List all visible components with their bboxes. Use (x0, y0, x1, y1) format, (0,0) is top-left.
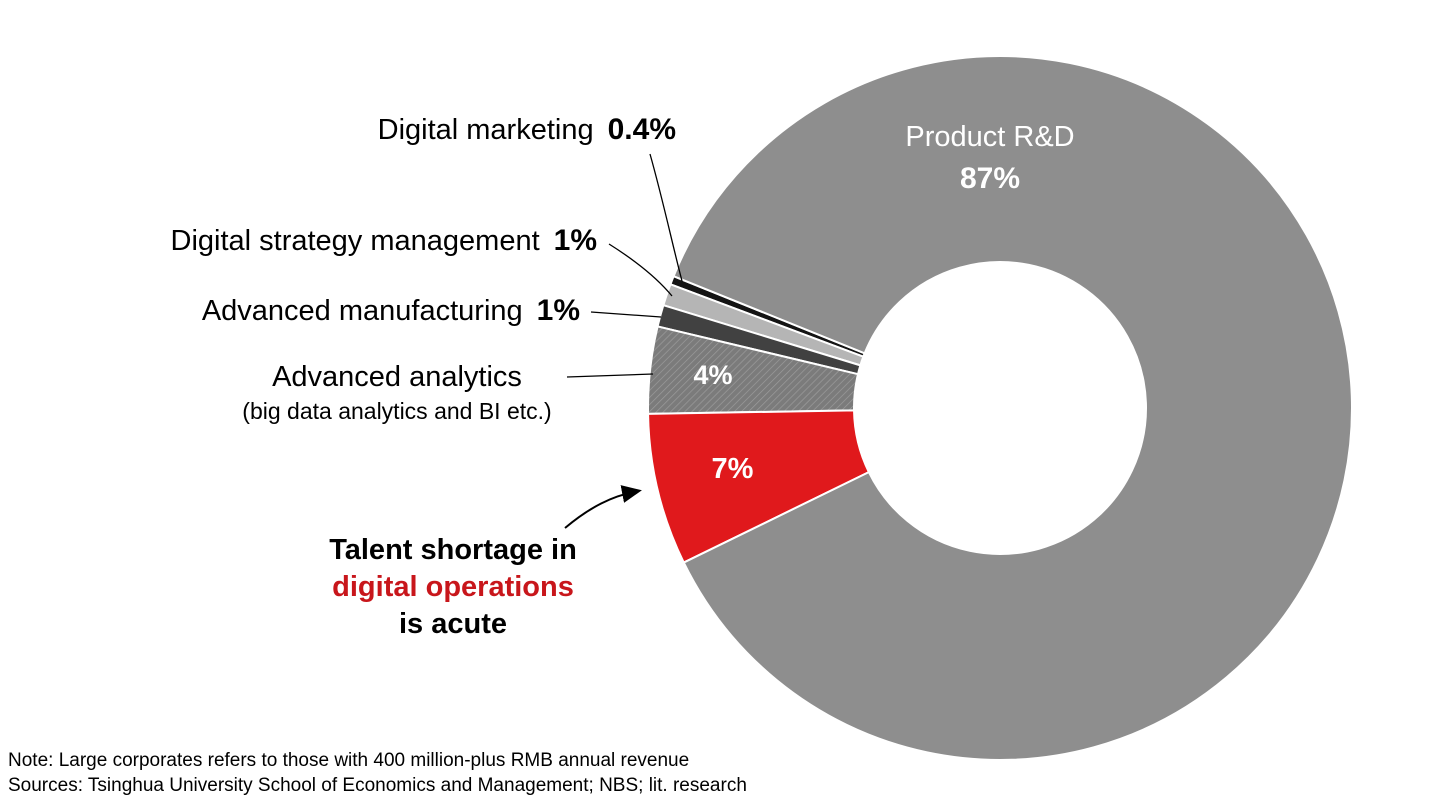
label-advanced-manufacturing: Advanced manufacturing 1% (202, 294, 580, 328)
label-digital-marketing-text: Digital marketing (377, 114, 594, 146)
annotation-talent-shortage: Talent shortage in digital operations is… (308, 532, 598, 643)
leader-line-digital-marketing (649, 153, 683, 282)
slice-product-r-d (672, 55, 1353, 761)
leader-line-advanced-manufacturing (590, 311, 662, 318)
annotation-line1: Talent shortage in (329, 534, 577, 566)
leader-lines (566, 153, 683, 378)
slice-label-product-rd: Product R&D 87% (870, 120, 1110, 196)
label-advanced-analytics-sub: (big data analytics and BI etc.) (242, 398, 552, 424)
footnote-note: Note: Large corporates refers to those w… (8, 750, 690, 771)
slice-label-product-rd-pct: 87% (959, 162, 1021, 195)
label-digital-marketing: Digital marketing 0.4% (378, 113, 676, 147)
annotation-arrow (564, 485, 642, 529)
label-digital-strategy-pct: 1% (553, 224, 597, 257)
slice-label-advanced-analytics-pct: 4% (693, 360, 733, 390)
footnotes: Note: Large corporates refers to those w… (8, 748, 747, 798)
label-digital-marketing-pct: 0.4% (607, 113, 676, 146)
label-advanced-manufacturing-pct: 1% (536, 294, 580, 327)
label-advanced-manufacturing-text: Advanced manufacturing (201, 295, 523, 327)
footnote-sources: Sources: Tsinghua University School of E… (8, 775, 747, 796)
leader-line-digital-strategy (608, 243, 673, 297)
leader-line-advanced-analytics (566, 373, 654, 378)
slice-label-product-rd-text: Product R&D (905, 121, 1075, 153)
slice-label-digital-operations-pct: 7% (711, 453, 754, 485)
label-digital-strategy: Digital strategy management 1% (171, 224, 598, 258)
annotation-line2: digital operations (332, 571, 574, 603)
label-digital-strategy-text: Digital strategy management (170, 225, 540, 257)
label-advanced-analytics-text: Advanced analytics (272, 361, 522, 393)
annotation-line3: is acute (399, 608, 507, 640)
label-advanced-analytics: Advanced analytics (big data analytics a… (212, 360, 582, 425)
donut-slices (647, 55, 1353, 761)
